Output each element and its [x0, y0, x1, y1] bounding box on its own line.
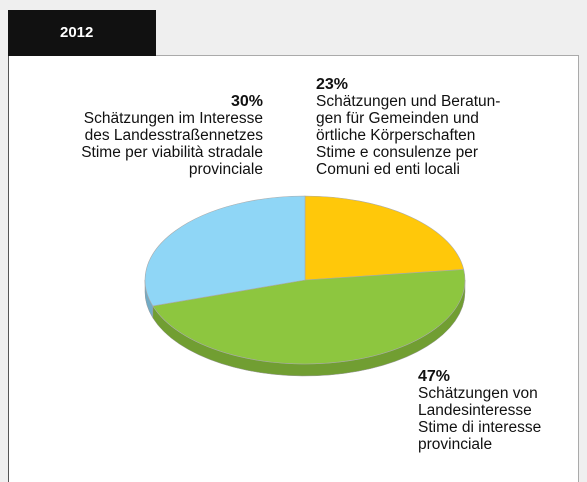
chart-title: 2012	[8, 10, 156, 56]
value-label: 47%	[418, 368, 451, 385]
category-label: Schätzungen und Beratun- gen für Gemeind…	[316, 93, 501, 178]
category-label: Schätzungen von Landesinteresse Stime di…	[418, 385, 542, 453]
slice	[152, 269, 466, 365]
slice-label: 23% Schätzungen und Beratun- gen für Geme…	[316, 76, 500, 178]
category-label: Schätzungen im Interesse des Landesstraß…	[81, 110, 263, 178]
slice	[304, 195, 465, 281]
value-label: 30%	[230, 93, 263, 110]
value-label: 23%	[316, 76, 349, 93]
slice-label: 47% Schätzungen von Landesinteresse Stime…	[418, 368, 541, 453]
slice-label: 30% Schätzungen im Interesse des Landesst…	[81, 93, 263, 178]
slice	[144, 195, 306, 307]
